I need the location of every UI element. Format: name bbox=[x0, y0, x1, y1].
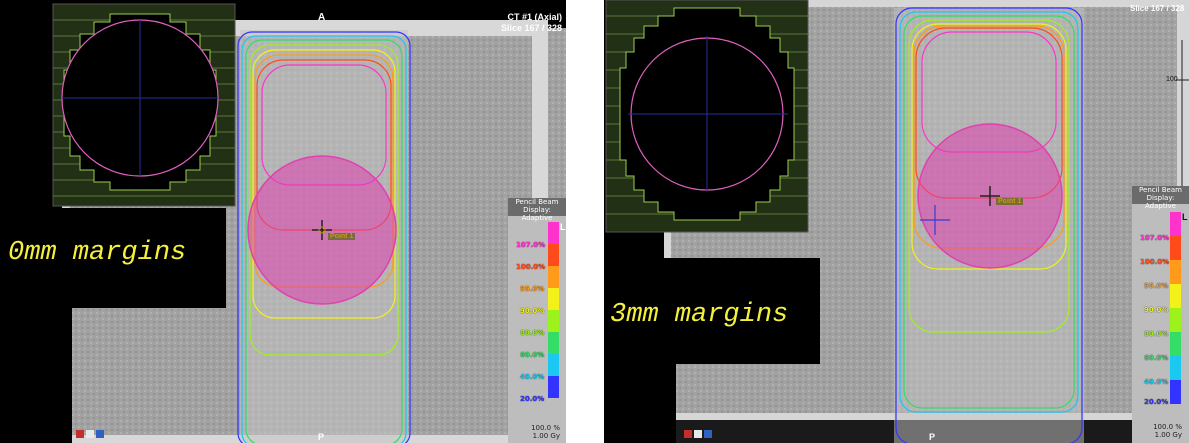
legend-title: Pencil Beam Display: Adaptive bbox=[1132, 186, 1189, 210]
isodose-20 bbox=[237, 31, 411, 443]
legend-swatch-107 bbox=[548, 222, 559, 244]
legend-swatch-95 bbox=[1170, 260, 1181, 284]
margin-label-box bbox=[604, 258, 820, 364]
legend-swatch-107 bbox=[1170, 212, 1181, 236]
margin-label-box bbox=[0, 208, 226, 308]
inset-thumbnail[interactable] bbox=[605, 0, 809, 233]
legend-swatch-90 bbox=[548, 288, 559, 310]
isodose-lines bbox=[895, 7, 1083, 443]
isodose-60 bbox=[245, 39, 403, 443]
legend-swatch-95 bbox=[548, 266, 559, 288]
orientation-bottom-label: P bbox=[929, 432, 936, 442]
isodose-40 bbox=[241, 35, 407, 443]
legend-title-line2: Display: Adaptive bbox=[1145, 194, 1176, 210]
ct-axial-view-left[interactable] bbox=[0, 0, 566, 443]
isodose-60 bbox=[903, 15, 1075, 409]
legend-label-90: 90.0% bbox=[1144, 306, 1169, 314]
legend-label-107: 107.0% bbox=[1140, 234, 1170, 242]
viewport-left[interactable]: A CT #1 (Axial) Slice 167 / 328 P 0mm ma… bbox=[0, 0, 566, 443]
legend-label-40: 40.0% bbox=[520, 373, 545, 381]
legend-footer-line2: 1.00 Gy bbox=[1154, 431, 1182, 439]
legend-label-20: 20.0% bbox=[520, 395, 545, 403]
isodose-40 bbox=[899, 11, 1079, 413]
orientation-top-label: A bbox=[318, 12, 326, 23]
legend-swatch-20 bbox=[1170, 380, 1181, 404]
app-logo-icon bbox=[76, 430, 104, 438]
point-label: Point 1 bbox=[328, 233, 356, 240]
legend-title-line1: Pencil Beam bbox=[515, 198, 559, 206]
viewport-right[interactable]: Slice 167 / 328 P 3mm margins Point 1 10… bbox=[604, 0, 1189, 443]
point-marker[interactable] bbox=[312, 220, 332, 240]
legend-swatch-20 bbox=[548, 376, 559, 398]
couch-edge bbox=[62, 210, 72, 443]
legend-label-90: 90.0% bbox=[520, 307, 545, 315]
inset-thumbnail[interactable] bbox=[52, 3, 236, 207]
dose-legend: Pencil Beam Display: Adaptive L 107.0% 1… bbox=[1132, 186, 1189, 443]
isodose-90 bbox=[911, 23, 1067, 270]
isodose-20 bbox=[895, 7, 1083, 443]
margin-label: 3mm margins bbox=[610, 300, 789, 330]
margin-label: 0mm margins bbox=[8, 238, 187, 268]
legend-title-line2: Display: Adaptive bbox=[521, 206, 553, 222]
legend-label-20: 20.0% bbox=[1144, 398, 1169, 406]
ruler-mark-100: 100 bbox=[1166, 76, 1178, 83]
legend-label-100: 100.0% bbox=[1140, 258, 1170, 266]
app-logo-icon bbox=[684, 430, 712, 438]
legend-label-107: 107.0% bbox=[516, 241, 546, 249]
legend-footer-line2: 1.00 Gy bbox=[532, 432, 560, 440]
legend-swatch-80 bbox=[548, 310, 559, 332]
legend-corner-label: L bbox=[1182, 212, 1188, 222]
point-label: Point 1 bbox=[996, 198, 1024, 205]
legend-label-60: 60.0% bbox=[520, 351, 545, 359]
legend-swatch-100 bbox=[1170, 236, 1181, 260]
orientation-bottom-label: P bbox=[318, 432, 325, 442]
legend-label-100: 100.0% bbox=[516, 263, 546, 271]
legend-title-line1: Pencil Beam bbox=[1139, 186, 1182, 194]
legend-label-80: 80.0% bbox=[1144, 330, 1169, 338]
legend-swatch-80 bbox=[1170, 308, 1181, 332]
legend-label-95: 95.0% bbox=[520, 285, 545, 293]
ct-axial-view-right[interactable] bbox=[604, 0, 1189, 443]
crosshair-cursor-icon bbox=[920, 205, 950, 235]
isodose-90 bbox=[252, 49, 396, 319]
legend-swatch-60 bbox=[548, 332, 559, 354]
legend-swatch-40 bbox=[1170, 356, 1181, 380]
legend-swatch-90 bbox=[1170, 284, 1181, 308]
dose-legend: Pencil Beam Display: Adaptive L 107.0% 1… bbox=[508, 198, 566, 443]
legend-label-80: 80.0% bbox=[520, 329, 545, 337]
legend-label-40: 40.0% bbox=[1144, 378, 1169, 386]
legend-label-95: 95.0% bbox=[1144, 282, 1169, 290]
isodose-80 bbox=[908, 19, 1070, 333]
isodose-80 bbox=[249, 44, 399, 356]
legend-swatch-60 bbox=[1170, 332, 1181, 356]
slice-indicator: Slice 167 / 328 bbox=[1130, 4, 1185, 13]
series-title: CT #1 (Axial) bbox=[507, 12, 562, 22]
legend-swatch-40 bbox=[548, 354, 559, 376]
legend-title: Pencil Beam Display: Adaptive bbox=[508, 198, 566, 222]
legend-footer-line1: 100.0 % bbox=[1153, 423, 1182, 431]
legend-swatch-100 bbox=[548, 244, 559, 266]
legend-footer-line1: 100.0 % bbox=[531, 424, 560, 432]
point-marker[interactable] bbox=[980, 186, 1000, 206]
slice-indicator: Slice 167 / 328 bbox=[500, 23, 562, 33]
legend-corner-label: L bbox=[560, 222, 566, 232]
legend-label-60: 60.0% bbox=[1144, 354, 1169, 362]
